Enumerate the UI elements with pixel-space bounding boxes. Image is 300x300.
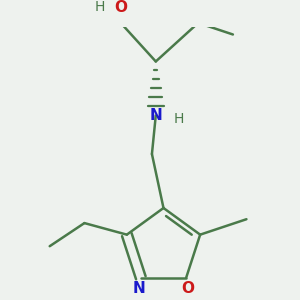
Text: O: O [115,0,128,15]
Text: H: H [95,1,105,14]
Text: H: H [174,112,184,126]
Text: O: O [182,281,195,296]
Text: N: N [133,281,145,296]
Text: N: N [149,108,162,123]
